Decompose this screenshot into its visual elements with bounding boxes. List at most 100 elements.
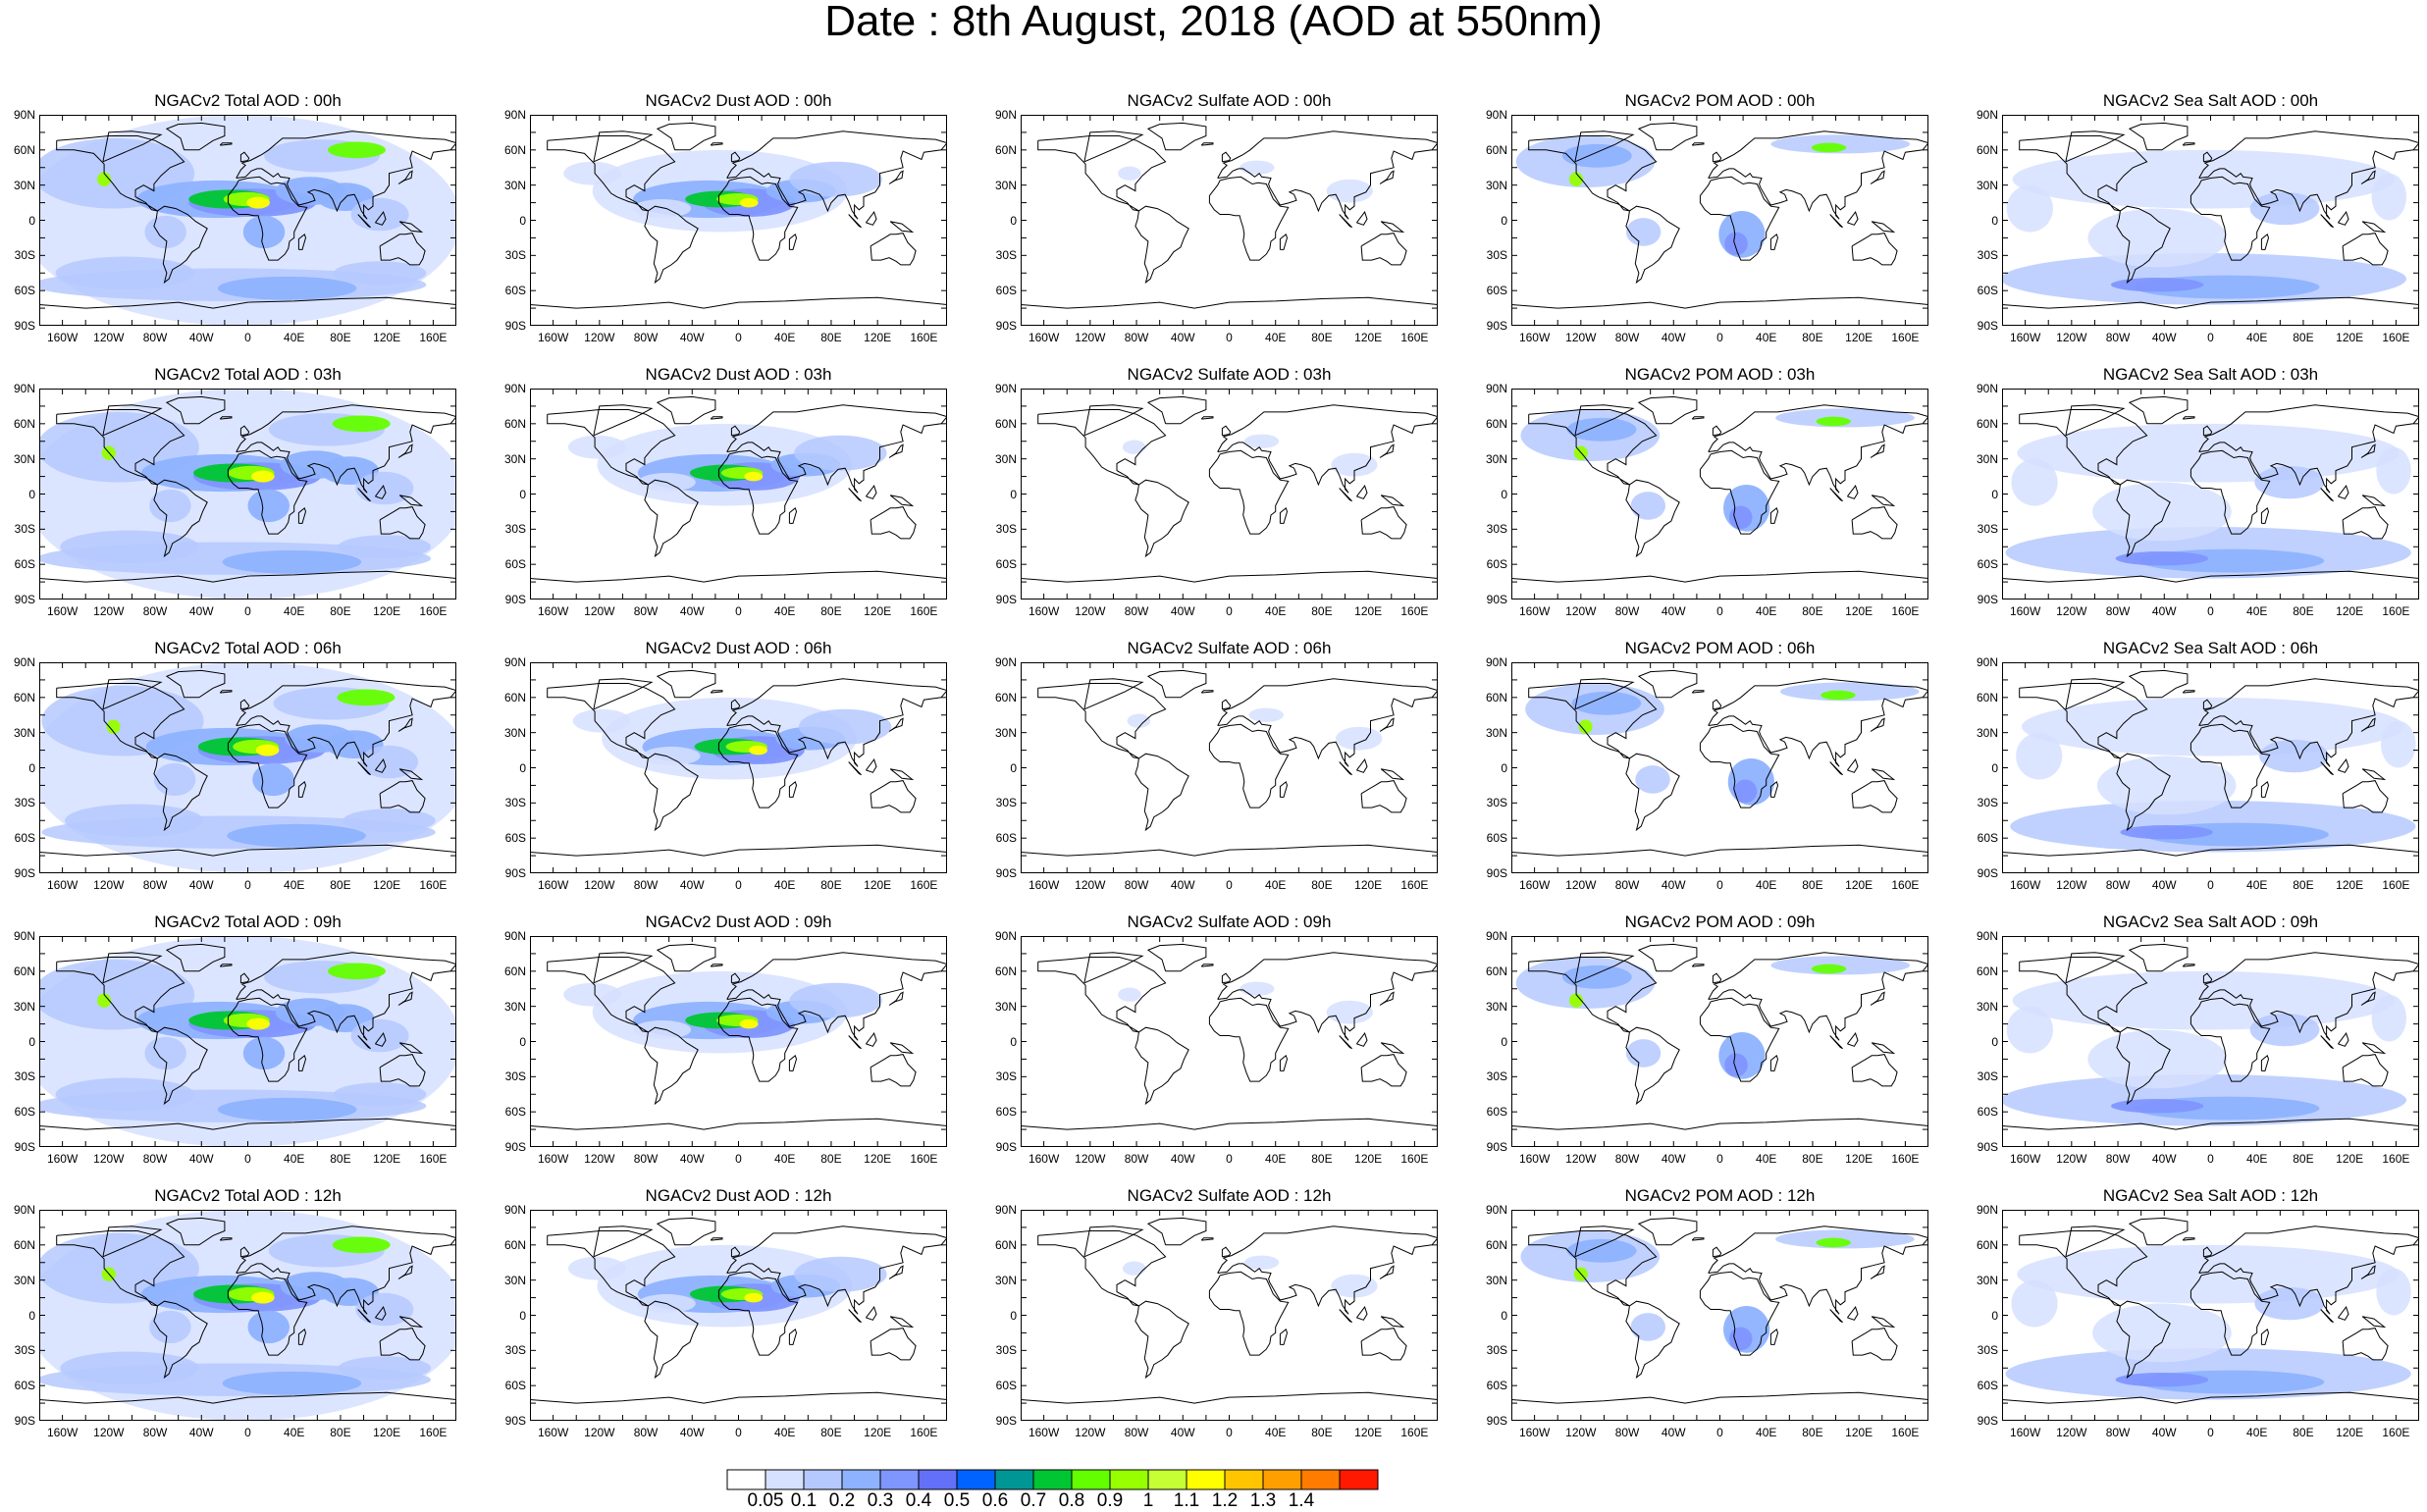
map-frame xyxy=(1021,662,1438,873)
coastline xyxy=(56,409,185,486)
coastline xyxy=(1379,991,1395,1006)
coastline xyxy=(239,1246,250,1258)
lat-label: 30N xyxy=(1485,725,1507,740)
aerosol-plume xyxy=(1566,417,1637,442)
colorbar-label: 0.5 xyxy=(943,1490,971,1511)
lat-label: 60S xyxy=(995,1379,1017,1393)
coastline xyxy=(710,690,723,694)
lat-label: 90N xyxy=(994,1203,1017,1217)
lat-label: 60N xyxy=(13,142,35,157)
coastline xyxy=(2198,404,2419,494)
aod-field xyxy=(39,1210,456,1421)
coastline xyxy=(1708,404,1928,494)
coastline xyxy=(2320,1309,2334,1324)
aod-map-pom xyxy=(1511,115,1928,326)
lat-label: 0 xyxy=(1010,760,1017,775)
coastline xyxy=(2361,768,2387,781)
lon-label: 80W xyxy=(1124,1426,1149,1439)
coastline xyxy=(1339,1309,1352,1324)
lon-label: 40W xyxy=(679,1426,705,1439)
coastline xyxy=(1699,997,1780,1082)
colorbar-label: 0.3 xyxy=(867,1490,894,1511)
coastline xyxy=(1379,1265,1395,1279)
lon-label: 120E xyxy=(1845,878,1873,892)
lon-label: 80E xyxy=(820,1426,842,1439)
lon-label: 80E xyxy=(1802,604,1823,618)
lon-label: 40E xyxy=(1265,1152,1287,1166)
coastline xyxy=(2361,1316,2387,1329)
lat-label: 30N xyxy=(503,451,526,466)
panel-title: NGACv2 Sulfate AOD : 12h xyxy=(1127,1186,1332,1205)
lat-label: 0 xyxy=(519,760,526,775)
lon-label: 0 xyxy=(1716,878,1723,892)
aerosol-plume xyxy=(251,1291,275,1304)
lat-label: 90N xyxy=(994,382,1017,395)
aerosol-plume xyxy=(2371,994,2407,1042)
coastline xyxy=(239,151,250,163)
lat-label: 90N xyxy=(13,929,35,943)
coastline xyxy=(1021,1118,1438,1130)
coastline xyxy=(1360,780,1407,813)
coastline xyxy=(870,1054,917,1087)
lat-label: 30S xyxy=(504,248,526,263)
panel-title: NGACv2 Total AOD : 03h xyxy=(154,365,342,384)
coastline xyxy=(726,1225,947,1315)
coastline xyxy=(2360,1265,2376,1279)
coastline xyxy=(236,130,456,220)
coastline xyxy=(1625,205,1680,285)
aod-map-total xyxy=(39,389,456,600)
aod-map-seasalt xyxy=(2002,389,2419,600)
colorbar: 0.05 0.1 0.2 0.3 0.4 0.5 0.6 0.7 0.8 0.9 1 1.1 1.2 1.… xyxy=(726,1469,1416,1511)
aerosol-plume xyxy=(1336,726,1383,751)
lat-label: 60S xyxy=(14,557,35,572)
aerosol-plume xyxy=(2115,551,2209,566)
lat-label: 30N xyxy=(1976,178,1998,192)
coastline xyxy=(530,296,947,309)
coastline xyxy=(1356,758,1368,773)
lon-label: 80E xyxy=(1802,1426,1823,1439)
lon-label: 40W xyxy=(1170,878,1195,892)
lat-label: 90S xyxy=(1486,319,1507,333)
lon-label: 120W xyxy=(2056,1152,2087,1166)
coastline xyxy=(1769,506,1779,524)
lat-label: 90S xyxy=(995,593,1017,606)
coastline xyxy=(726,678,947,767)
lat-label: 60N xyxy=(994,964,1017,978)
lon-label: 160E xyxy=(1891,878,1920,892)
coastline xyxy=(1699,176,1780,261)
lon-label: 120E xyxy=(1354,604,1383,618)
lat-label: 30S xyxy=(14,522,35,537)
lat-label: 90S xyxy=(14,319,35,333)
lat-label: 60N xyxy=(503,416,526,431)
coastline xyxy=(1574,404,1635,437)
lon-label: 40E xyxy=(1756,1152,1777,1166)
aerosol-plume xyxy=(1240,160,1275,175)
axis-ticks xyxy=(1511,936,1928,1147)
lon-label: 160W xyxy=(46,604,79,618)
coastline xyxy=(1871,221,1896,234)
lat-label: 90N xyxy=(1976,929,1998,943)
coastline xyxy=(397,717,413,732)
lon-label: 0 xyxy=(1226,604,1233,618)
aerosol-plume xyxy=(739,1018,759,1029)
coastline xyxy=(726,404,947,494)
aerosol-plume xyxy=(1770,134,1911,154)
lon-label: 160W xyxy=(46,1152,79,1166)
lat-label: 90S xyxy=(995,866,1017,880)
coastline xyxy=(1134,205,1189,285)
lat-label: 30S xyxy=(504,522,526,537)
lon-label: 120W xyxy=(1075,1426,1106,1439)
aerosol-plume xyxy=(343,808,436,833)
figure-title: Date : 8th August, 2018 (AOD at 550nm) xyxy=(824,0,1603,45)
coastline xyxy=(1625,753,1680,832)
coastline xyxy=(1769,1328,1779,1345)
lon-label: 160E xyxy=(1891,1426,1920,1439)
coastlines xyxy=(39,122,456,309)
coastline xyxy=(1847,1306,1859,1321)
lon-label: 0 xyxy=(244,331,251,344)
lon-label: 120W xyxy=(93,1426,125,1439)
map-frame xyxy=(1021,936,1438,1147)
aerosol-plume xyxy=(332,1236,391,1254)
lon-label: 80E xyxy=(1311,604,1333,618)
